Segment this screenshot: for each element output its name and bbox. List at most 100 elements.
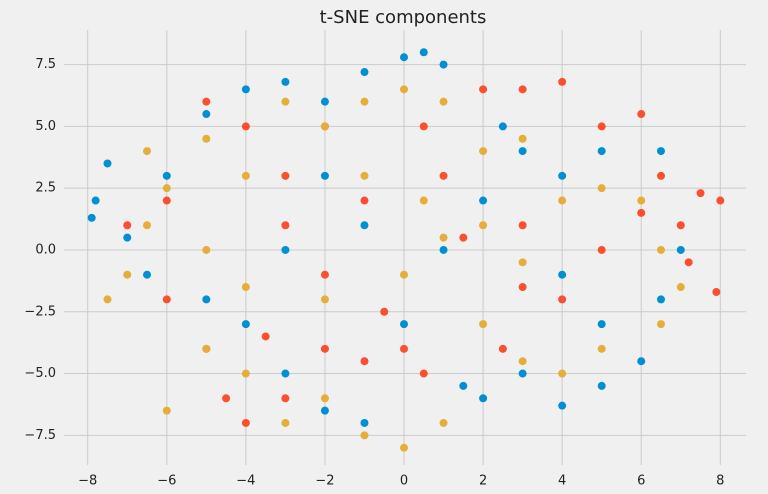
y-tick-label: −7.5 bbox=[24, 428, 56, 443]
point bbox=[656, 147, 665, 156]
point bbox=[91, 196, 100, 205]
point bbox=[637, 196, 646, 205]
point bbox=[684, 258, 693, 267]
point bbox=[320, 97, 329, 106]
point bbox=[241, 320, 250, 329]
point bbox=[439, 60, 448, 69]
point bbox=[222, 394, 231, 403]
point bbox=[518, 258, 527, 267]
point bbox=[360, 171, 369, 180]
point bbox=[439, 97, 448, 106]
point bbox=[518, 147, 527, 156]
point bbox=[518, 85, 527, 94]
point bbox=[419, 196, 428, 205]
point bbox=[597, 344, 606, 353]
point bbox=[479, 320, 488, 329]
point bbox=[241, 418, 250, 427]
point bbox=[597, 320, 606, 329]
point bbox=[143, 221, 152, 230]
point bbox=[103, 159, 112, 168]
point bbox=[320, 171, 329, 180]
point bbox=[712, 287, 721, 296]
point bbox=[459, 233, 468, 242]
point bbox=[518, 134, 527, 143]
x-tick-label: −8 bbox=[78, 474, 97, 489]
point bbox=[459, 381, 468, 390]
point bbox=[400, 53, 409, 62]
point bbox=[202, 344, 211, 353]
point bbox=[498, 122, 507, 131]
point bbox=[558, 401, 567, 410]
point bbox=[320, 122, 329, 131]
point bbox=[162, 171, 171, 180]
point bbox=[320, 344, 329, 353]
point bbox=[419, 369, 428, 378]
point bbox=[143, 147, 152, 156]
point bbox=[637, 110, 646, 119]
point bbox=[597, 184, 606, 193]
point bbox=[360, 431, 369, 440]
point bbox=[479, 394, 488, 403]
point bbox=[320, 394, 329, 403]
point bbox=[202, 134, 211, 143]
point bbox=[419, 122, 428, 131]
point bbox=[87, 213, 96, 222]
point bbox=[281, 77, 290, 86]
point bbox=[479, 85, 488, 94]
point bbox=[518, 221, 527, 230]
point bbox=[597, 381, 606, 390]
point bbox=[597, 147, 606, 156]
point bbox=[360, 196, 369, 205]
point bbox=[281, 245, 290, 254]
point bbox=[261, 332, 270, 341]
point bbox=[676, 221, 685, 230]
point bbox=[439, 171, 448, 180]
point bbox=[241, 85, 250, 94]
point bbox=[498, 344, 507, 353]
point bbox=[241, 122, 250, 131]
point bbox=[656, 295, 665, 304]
y-tick-label: 7.5 bbox=[35, 57, 56, 72]
x-tick-label: 8 bbox=[716, 474, 724, 489]
point bbox=[162, 406, 171, 415]
point bbox=[637, 208, 646, 217]
x-tick-label: −6 bbox=[157, 474, 176, 489]
point bbox=[400, 320, 409, 329]
point bbox=[716, 196, 725, 205]
point bbox=[696, 189, 705, 198]
point bbox=[241, 369, 250, 378]
point bbox=[400, 270, 409, 279]
point bbox=[479, 196, 488, 205]
x-tick-label: 2 bbox=[479, 474, 487, 489]
point bbox=[320, 406, 329, 415]
point bbox=[202, 97, 211, 106]
point bbox=[518, 283, 527, 292]
point bbox=[202, 110, 211, 119]
chart-title: t-SNE components bbox=[320, 7, 487, 28]
point bbox=[676, 283, 685, 292]
point bbox=[597, 122, 606, 131]
y-tick-label: −5.0 bbox=[24, 366, 56, 381]
y-tick-label: 0.0 bbox=[35, 242, 56, 257]
point bbox=[439, 245, 448, 254]
point bbox=[143, 270, 152, 279]
point bbox=[281, 418, 290, 427]
point bbox=[400, 344, 409, 353]
x-tick-label: 0 bbox=[400, 474, 408, 489]
point bbox=[202, 245, 211, 254]
point bbox=[320, 295, 329, 304]
point bbox=[400, 443, 409, 452]
point bbox=[558, 77, 567, 86]
point bbox=[400, 85, 409, 94]
point bbox=[597, 245, 606, 254]
point bbox=[281, 171, 290, 180]
point bbox=[241, 283, 250, 292]
point bbox=[123, 233, 132, 242]
point bbox=[360, 418, 369, 427]
point bbox=[479, 221, 488, 230]
point bbox=[360, 97, 369, 106]
point bbox=[162, 184, 171, 193]
